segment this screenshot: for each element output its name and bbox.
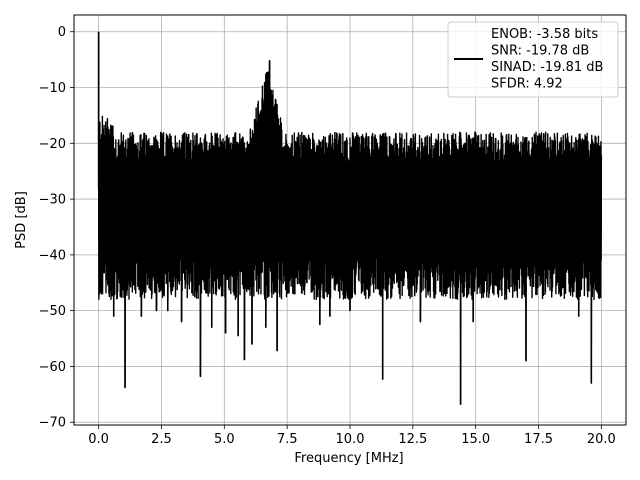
x-ticks: 0.0 2.5 5.0 7.5 10.0 12.5 15.0 17.5 20.0	[88, 425, 616, 447]
series-layer	[97, 31, 603, 406]
x-tick-label: 12.5	[398, 432, 427, 447]
x-tick-label: 5.0	[214, 432, 235, 447]
x-axis-label: Frequency [MHz]	[294, 451, 403, 466]
legend-label: ENOB: -3.58 bits SNR: -19.78 dB SINAD: -19…	[491, 27, 603, 92]
y-tick-label: −30	[39, 193, 66, 208]
x-tick-label: 10.0	[336, 432, 365, 447]
x-tick-label: 0.0	[88, 432, 109, 447]
x-tick-label: 7.5	[277, 432, 298, 447]
legend: ENOB: -3.58 bits SNR: -19.78 dB SINAD: -19…	[447, 21, 619, 98]
legend-label-line: SFDR: 4.92	[491, 77, 563, 92]
y-tick-label: −70	[39, 416, 66, 431]
y-tick-label: 0	[58, 25, 66, 40]
x-tick-label: 20.0	[587, 432, 616, 447]
x-tick-label: 15.0	[461, 432, 490, 447]
legend-label-line: ENOB: -3.58 bits	[491, 27, 598, 42]
y-ticks: 0 −10 −20 −30 −40 −50 −60 −70	[39, 25, 74, 431]
y-axis-label: PSD [dB]	[14, 191, 29, 249]
y-tick-label: −50	[39, 304, 66, 319]
y-tick-label: −40	[39, 248, 66, 263]
legend-label-line: SNR: -19.78 dB	[491, 44, 589, 59]
x-tick-label: 17.5	[524, 432, 553, 447]
legend-box	[447, 21, 619, 98]
legend-label-line: SINAD: -19.81 dB	[491, 60, 603, 75]
y-tick-label: −20	[39, 137, 66, 152]
y-tick-label: −10	[39, 81, 66, 96]
y-tick-label: −60	[39, 360, 66, 375]
x-tick-label: 2.5	[151, 432, 172, 447]
